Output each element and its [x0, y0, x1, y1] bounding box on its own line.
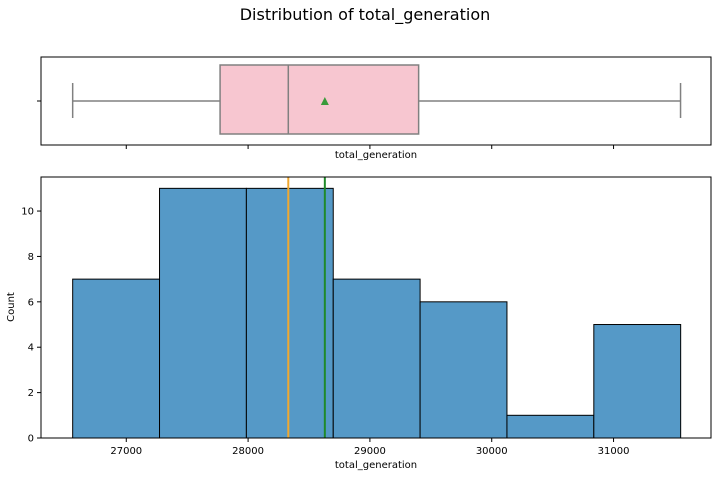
y-tick-label: 2: [28, 388, 34, 399]
x-tick-label: 30000: [476, 446, 508, 457]
x-tick-label: 27000: [110, 446, 142, 457]
y-tick-label: 6: [28, 297, 34, 308]
histogram-bars: [72, 187, 682, 439]
boxplot-panel: total_generation: [37, 56, 712, 161]
histogram-reference-lines: [287, 177, 326, 438]
x-tick-label: 29000: [354, 446, 386, 457]
histogram-bar: [159, 187, 247, 439]
histogram-axes-frame: [40, 176, 712, 439]
histogram-bar: [506, 414, 595, 439]
histogram-x-axis-label: total_generation: [335, 460, 417, 471]
y-tick-label: 8: [28, 252, 34, 263]
histogram-panel: 27000 28000 29000 30000 31000 0 2 4 6 8 10 total_…: [6, 176, 712, 471]
y-tick-label: 10: [21, 207, 34, 218]
histogram-y-ticks: 0 2 4 6 8 10: [21, 207, 41, 445]
histogram-bar: [245, 187, 334, 439]
x-tick-label: 28000: [232, 446, 264, 457]
histogram-x-ticks: 27000 28000 29000 30000 31000: [110, 438, 629, 457]
y-tick-label: 0: [28, 434, 34, 445]
histogram-bar: [332, 278, 421, 439]
histogram-bar: [72, 278, 161, 439]
boxplot-x-ticks: [125, 145, 615, 149]
x-tick-label: 31000: [598, 446, 630, 457]
histogram-bar: [593, 324, 682, 439]
boxplot-x-axis-label: total_generation: [335, 150, 417, 161]
chart-title: Distribution of total_generation: [240, 5, 491, 25]
interquartile-box: [219, 64, 420, 135]
histogram-bar: [419, 301, 508, 439]
mean-marker: [320, 97, 329, 105]
boxplot-marks: [71, 64, 682, 135]
y-tick-label: 4: [28, 343, 34, 354]
histogram-y-axis-label: Count: [6, 292, 17, 322]
